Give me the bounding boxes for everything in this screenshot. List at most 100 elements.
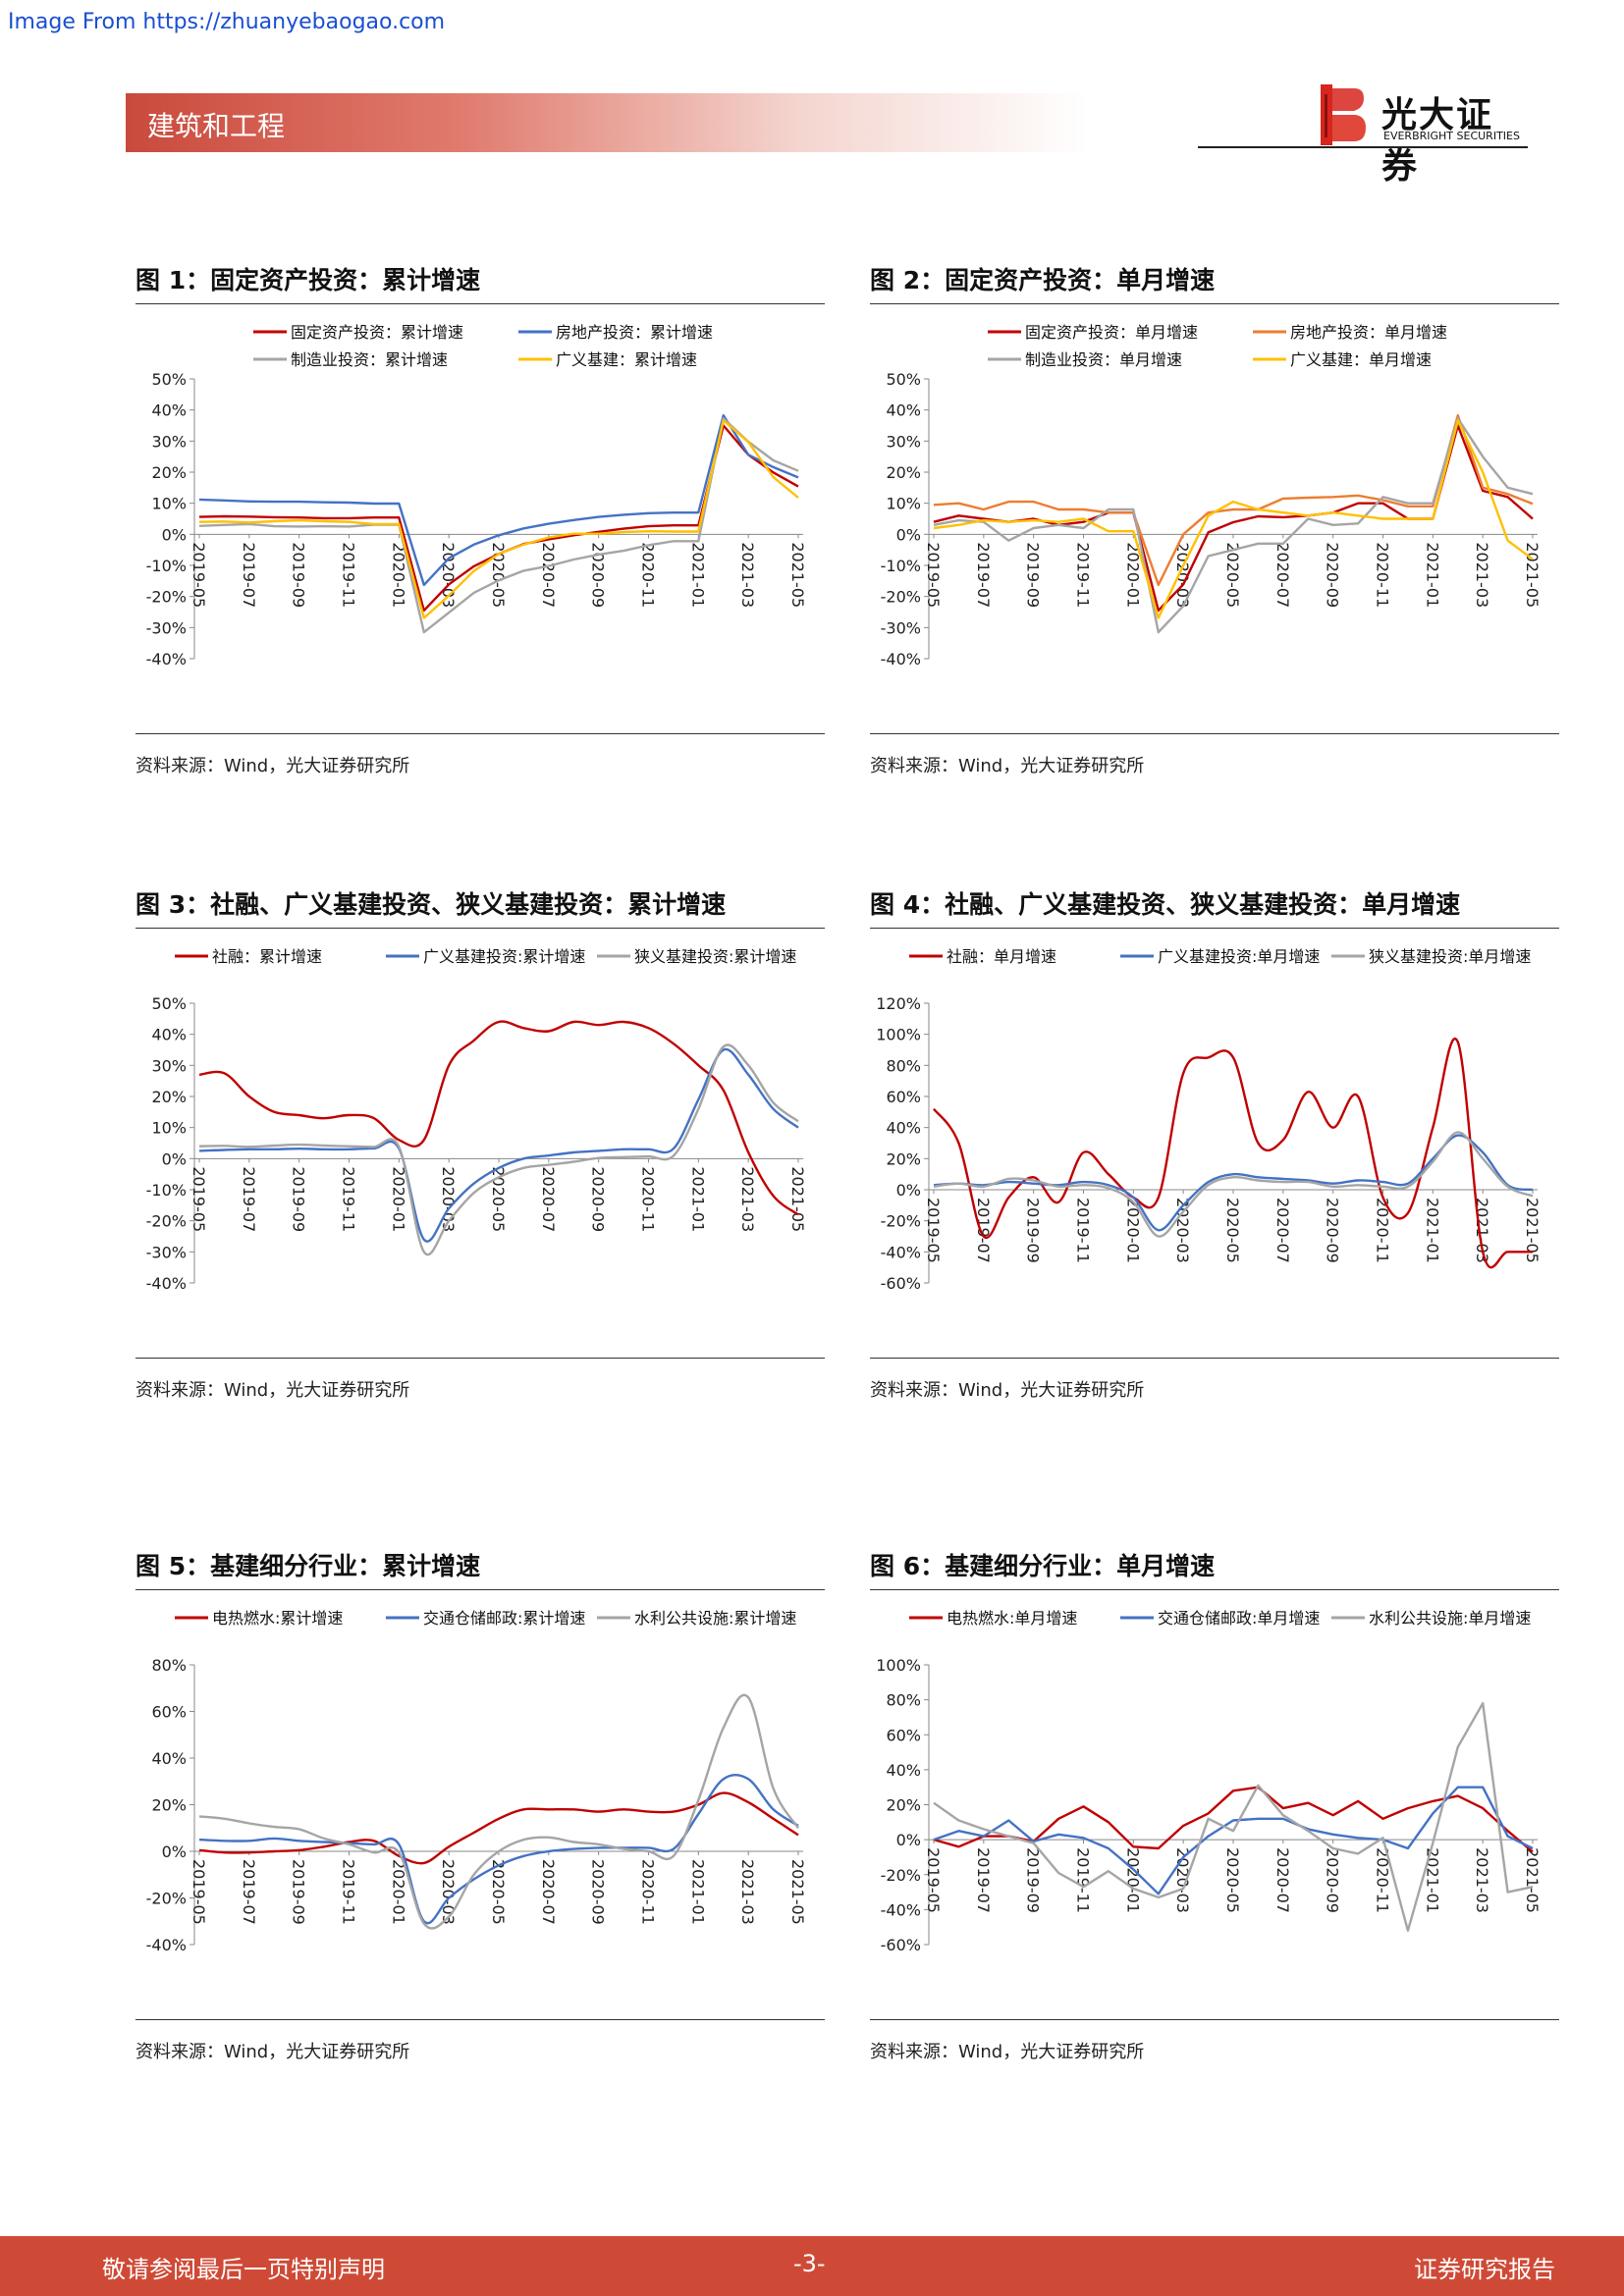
x-tick-label: 2019-07: [240, 1859, 258, 1925]
x-tick-label: 2019-07: [240, 542, 258, 608]
x-tick-label: 2020-05: [1223, 1847, 1242, 1913]
watermark-text: Image From https://zhuanyebaogao.com: [8, 10, 446, 34]
legend-label: 社融：单月增速: [947, 947, 1056, 966]
figure-bottom-rule: [870, 2019, 1559, 2020]
x-tick-label: 2019-11: [340, 542, 358, 608]
figure-top-rule: [135, 303, 825, 304]
legend-label: 广义基建：单月增速: [1290, 350, 1432, 369]
legend-label: 交通仓储邮政:累计增速: [423, 1609, 585, 1628]
x-tick-label: 2020-01: [1123, 542, 1142, 608]
y-tick-label: 0%: [896, 525, 921, 544]
x-tick-label: 2020-11: [1374, 542, 1392, 608]
x-tick-label: 2019-07: [974, 1847, 993, 1913]
legend-label: 固定资产投资：累计增速: [291, 323, 463, 342]
x-tick-label: 2020-01: [389, 1859, 407, 1925]
y-tick-label: 120%: [876, 994, 921, 1013]
chart-5: 电热燃水:累计增速 交通仓储邮政:累计增速 水利公共设施:累计增速 -40% -20% 0…: [146, 1609, 807, 1954]
legend-label: 电热燃水:单月增速: [947, 1609, 1077, 1628]
figure-top-rule: [870, 1589, 1559, 1590]
y-tick-label: 40%: [151, 1749, 187, 1768]
y-tick-label: -40%: [881, 650, 921, 668]
legend-label: 制造业投资：单月增速: [1025, 350, 1182, 369]
x-tick-label: 2021-05: [788, 1166, 807, 1232]
y-tick-label: -40%: [146, 1936, 187, 1954]
x-tick-label: 2019-05: [189, 542, 208, 608]
chart-legend: 电热燃水:单月增速 交通仓储邮政:单月增速 水利公共设施:单月增速: [909, 1609, 1531, 1628]
figure-bottom-rule: [135, 1358, 825, 1359]
x-tick-label: 2021-05: [1523, 542, 1542, 608]
x-tick-label: 2019-09: [1024, 1198, 1043, 1263]
series-line: [198, 1043, 799, 1256]
y-tick-label: -10%: [146, 557, 187, 575]
legend-label: 房地产投资：累计增速: [556, 323, 713, 342]
x-tick-label: 2020-11: [639, 1166, 658, 1232]
x-tick-label: 2019-07: [240, 1166, 258, 1232]
series-line: [933, 1134, 1534, 1232]
figure-bottom-rule: [870, 733, 1559, 734]
x-tick-label: 2020-09: [589, 542, 608, 608]
series-line: [933, 419, 1534, 619]
x-tick-label: 2020-03: [439, 1859, 458, 1925]
header-divider: [1198, 146, 1528, 148]
y-tick-label: 10%: [886, 495, 921, 513]
brand-name-en: EVERBRIGHT SECURITIES: [1383, 130, 1520, 142]
x-tick-label: 2020-05: [489, 1166, 508, 1232]
x-tick-label: 2020-09: [1324, 542, 1342, 608]
y-tick-label: -60%: [881, 1274, 921, 1293]
x-tick-label: 2020-01: [389, 542, 407, 608]
x-tick-label: 2021-03: [738, 1166, 757, 1232]
y-tick-label: 40%: [886, 401, 921, 420]
x-tick-label: 2019-09: [290, 1859, 308, 1925]
y-tick-label: 20%: [151, 1088, 187, 1106]
x-tick-label: 2020-07: [539, 1166, 558, 1232]
x-tick-label: 2020-01: [1123, 1847, 1142, 1913]
y-tick-label: 50%: [151, 370, 187, 389]
x-tick-label: 2020-05: [489, 1859, 508, 1925]
brand-name-cn: 光大证券: [1381, 95, 1494, 187]
y-tick-label: 0%: [896, 1831, 921, 1849]
y-tick-label: 20%: [151, 463, 187, 482]
y-tick-label: -20%: [146, 1212, 187, 1231]
series-line: [198, 1020, 799, 1216]
page-number: -3-: [793, 2250, 826, 2277]
figure-top-rule: [135, 1589, 825, 1590]
x-tick-label: 2020-07: [1273, 1198, 1292, 1263]
series-line: [933, 1702, 1534, 1932]
x-tick-label: 2019-05: [924, 1847, 943, 1913]
y-tick-label: -30%: [146, 1243, 187, 1261]
x-tick-label: 2019-05: [924, 1198, 943, 1263]
series-line: [198, 1693, 800, 1930]
figure-title: 图 6：基建细分行业：单月增速: [870, 1552, 1216, 1580]
x-tick-label: 2021-01: [688, 542, 707, 608]
figure-title: 图 1：固定资产投资：累计增速: [135, 266, 481, 294]
figure-bottom-rule: [870, 1358, 1559, 1359]
x-tick-label: 2021-01: [1423, 1847, 1441, 1913]
y-tick-label: 20%: [151, 1796, 187, 1815]
figure-source: 资料来源：Wind，光大证券研究所: [135, 1380, 410, 1401]
y-tick-label: 0%: [162, 1842, 187, 1861]
chart-legend: 电热燃水:累计增速 交通仓储邮政:累计增速 水利公共设施:累计增速: [175, 1609, 796, 1628]
x-tick-label: 2019-05: [189, 1859, 208, 1925]
y-tick-label: 0%: [896, 1181, 921, 1200]
section-banner: 建筑和工程: [126, 93, 1088, 152]
y-tick-label: -10%: [881, 557, 921, 575]
x-tick-label: 2019-05: [924, 542, 943, 608]
x-tick-label: 2019-11: [1074, 1198, 1093, 1263]
x-tick-label: 2019-11: [340, 1166, 358, 1232]
x-tick-label: 2019-07: [974, 542, 993, 608]
figure-source: 资料来源：Wind，光大证券研究所: [135, 2042, 410, 2062]
figure-top-rule: [870, 928, 1559, 929]
legend-label: 电热燃水:累计增速: [212, 1609, 343, 1628]
page-footer: 敬请参阅最后一页特别声明 -3- 证券研究报告: [0, 2236, 1624, 2296]
y-tick-label: -60%: [881, 1936, 921, 1954]
y-tick-label: 20%: [886, 1149, 921, 1168]
x-tick-label: 2019-11: [340, 1859, 358, 1925]
y-tick-label: 80%: [886, 1056, 921, 1075]
y-tick-label: 80%: [886, 1691, 921, 1710]
x-tick-label: 2020-09: [589, 1859, 608, 1925]
chart-3: 社融：累计增速 广义基建投资:累计增速 狭义基建投资:累计增速 -40% -30% -20…: [146, 947, 807, 1293]
figure-top-rule: [870, 303, 1559, 304]
series-line: [198, 1774, 799, 1925]
figure-title: 图 2：固定资产投资：单月增速: [870, 266, 1216, 294]
